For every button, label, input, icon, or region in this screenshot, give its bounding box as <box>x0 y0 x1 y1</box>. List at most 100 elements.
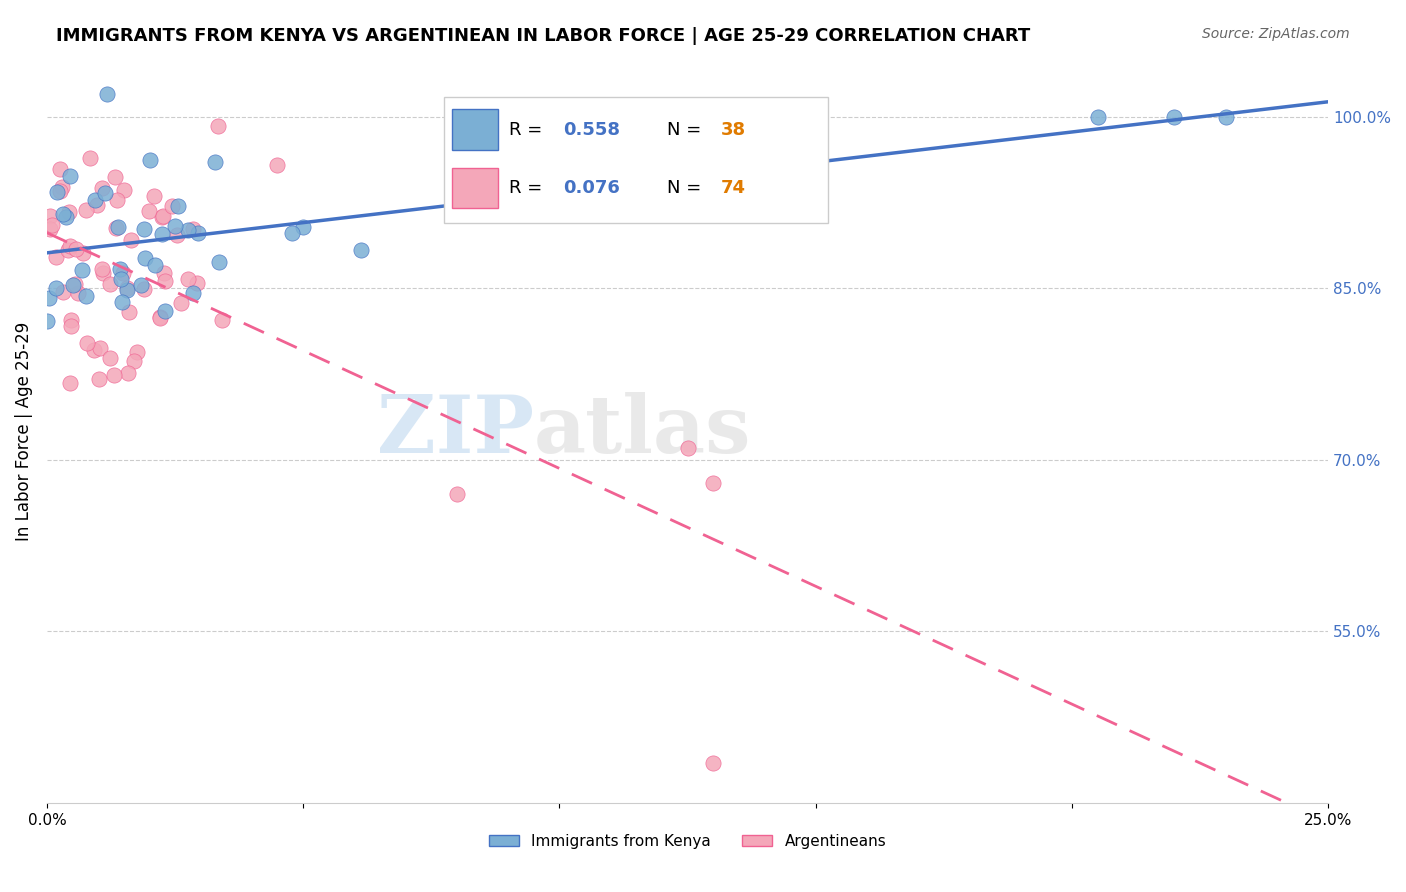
Point <box>207 119 229 133</box>
Point <box>76 336 98 351</box>
Point <box>104 220 127 235</box>
Point <box>153 266 176 280</box>
Point <box>83 343 105 357</box>
Text: IMMIGRANTS FROM KENYA VS ARGENTINEAN IN LABOR FORCE | AGE 25-29 CORRELATION CHAR: IMMIGRANTS FROM KENYA VS ARGENTINEAN IN … <box>56 27 1031 45</box>
Point <box>65 277 87 291</box>
Point <box>149 310 172 325</box>
Point <box>96 87 118 101</box>
Point <box>52 285 75 299</box>
Point <box>132 222 155 236</box>
Point <box>181 221 204 235</box>
Point <box>38 291 60 305</box>
Text: Source: ZipAtlas.com: Source: ZipAtlas.com <box>1202 27 1350 41</box>
Point <box>38 209 60 223</box>
Point <box>75 202 97 217</box>
Point <box>59 318 82 333</box>
Point <box>58 169 80 183</box>
Point <box>187 226 209 240</box>
Point <box>183 285 205 300</box>
Point <box>166 228 188 243</box>
Point <box>160 199 183 213</box>
Point <box>155 274 177 288</box>
Point <box>150 211 173 225</box>
Point <box>129 278 152 293</box>
Point <box>52 207 75 221</box>
Point <box>94 186 117 201</box>
Point <box>281 226 304 240</box>
Point <box>79 151 101 165</box>
Point <box>127 345 149 359</box>
Point <box>134 251 156 265</box>
Point <box>167 199 190 213</box>
Point <box>62 277 84 292</box>
Point <box>45 185 67 199</box>
Point <box>150 227 173 241</box>
Legend: Immigrants from Kenya, Argentineans: Immigrants from Kenya, Argentineans <box>482 828 893 855</box>
Point <box>65 242 87 256</box>
Point <box>1087 110 1109 124</box>
Point <box>1163 110 1185 124</box>
Point <box>72 263 94 277</box>
Point <box>112 183 135 197</box>
Point <box>49 184 72 198</box>
Point <box>120 233 142 247</box>
Point <box>59 376 82 390</box>
Point <box>56 244 79 258</box>
Point <box>110 261 132 276</box>
Point <box>118 305 141 319</box>
Y-axis label: In Labor Force | Age 25-29: In Labor Force | Age 25-29 <box>15 322 32 541</box>
Point <box>142 189 165 203</box>
Point <box>86 198 108 212</box>
Point <box>186 277 208 291</box>
Point <box>446 487 468 501</box>
Point <box>72 246 94 260</box>
Point <box>98 277 121 292</box>
Point <box>41 218 63 232</box>
Point <box>37 313 59 327</box>
Point <box>177 223 200 237</box>
Point <box>266 158 288 172</box>
Point <box>91 261 114 276</box>
Point <box>149 310 172 325</box>
Point <box>49 161 72 176</box>
Point <box>75 288 97 302</box>
Point <box>38 222 60 236</box>
Point <box>350 243 373 257</box>
Point <box>207 255 229 269</box>
Point <box>155 304 177 318</box>
Point <box>45 250 67 264</box>
Point <box>204 154 226 169</box>
Text: atlas: atlas <box>534 392 751 470</box>
Point <box>111 294 134 309</box>
Point <box>702 756 724 770</box>
Point <box>115 283 138 297</box>
Point <box>152 209 174 223</box>
Point <box>110 272 132 286</box>
Point <box>115 281 138 295</box>
Point <box>105 193 128 207</box>
Point <box>165 219 187 233</box>
Point <box>291 220 314 235</box>
Point <box>103 368 125 383</box>
Point <box>138 204 160 219</box>
Point <box>676 442 699 456</box>
Point <box>58 205 80 219</box>
Point <box>139 153 162 167</box>
Point <box>211 313 233 327</box>
Point <box>87 371 110 385</box>
Point <box>702 475 724 490</box>
Point <box>176 271 198 285</box>
Point <box>170 295 193 310</box>
Point <box>90 181 112 195</box>
Point <box>124 354 146 368</box>
Point <box>66 285 89 300</box>
Point <box>60 313 83 327</box>
Point <box>1215 110 1237 124</box>
Point <box>59 238 82 252</box>
Point <box>89 341 111 355</box>
Point <box>111 266 134 280</box>
Point <box>83 193 105 207</box>
Point <box>107 219 129 234</box>
Point <box>104 169 127 184</box>
Point <box>98 351 121 365</box>
